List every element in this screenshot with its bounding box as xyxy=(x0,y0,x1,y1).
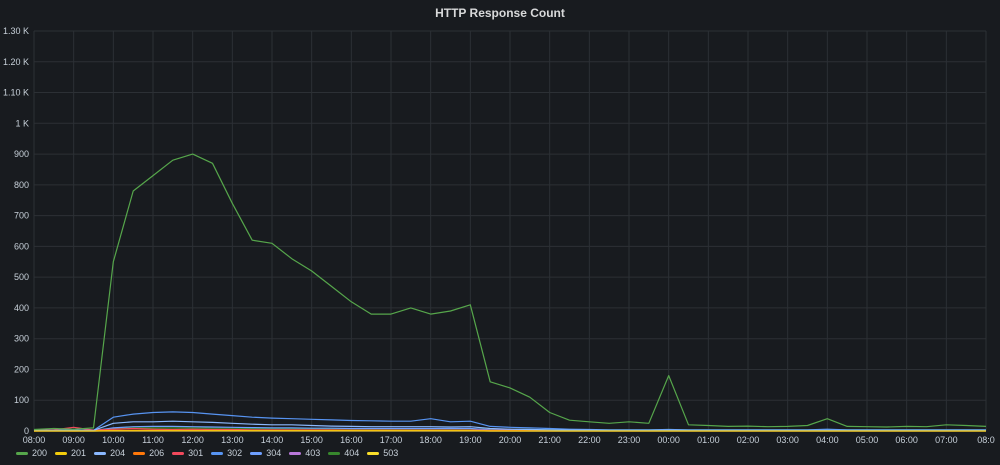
legend-label: 404 xyxy=(344,448,360,458)
legend-swatch xyxy=(328,451,341,455)
legend-label: 204 xyxy=(110,448,126,458)
y-tick-label: 1.10 K xyxy=(3,88,29,98)
x-tick-label: 07:00 xyxy=(935,435,958,445)
x-tick-label: 06:00 xyxy=(895,435,918,445)
legend-item-403[interactable]: 403 xyxy=(289,446,320,460)
legend-label: 200 xyxy=(32,448,48,458)
y-tick-label: 300 xyxy=(14,334,29,344)
x-tick-label: 12:00 xyxy=(181,435,204,445)
legend-label: 302 xyxy=(227,448,243,458)
y-tick-label: 1 K xyxy=(15,118,29,128)
y-tick-label: 600 xyxy=(14,241,29,251)
x-tick-label: 01:00 xyxy=(697,435,720,445)
legend-item-301[interactable]: 301 xyxy=(172,446,203,460)
legend-swatch xyxy=(133,451,146,455)
chart-plot[interactable]: 0 100 200 300 400 500 600 700 800 900 1 K 1.10 K 1.2… xyxy=(0,0,1000,445)
y-tick-label: 900 xyxy=(14,149,29,159)
x-tick-label: 21:00 xyxy=(538,435,561,445)
legend-swatch xyxy=(211,451,224,455)
legend-swatch xyxy=(94,451,107,455)
x-tick-label: 23:00 xyxy=(618,435,641,445)
x-tick-label: 10:00 xyxy=(102,435,125,445)
legend-label: 201 xyxy=(71,448,87,458)
legend-item-206[interactable]: 206 xyxy=(133,446,164,460)
x-tick-label: 18:00 xyxy=(419,435,442,445)
x-tick-label: 15:00 xyxy=(300,435,323,445)
legend-label: 206 xyxy=(149,448,165,458)
y-tick-label: 0 xyxy=(24,426,29,436)
x-tick-label: 03:00 xyxy=(776,435,799,445)
legend-swatch xyxy=(367,451,380,455)
y-tick-label: 400 xyxy=(14,303,29,313)
x-tick-label: 00:00 xyxy=(657,435,680,445)
x-tick-label: 11:00 xyxy=(142,435,164,445)
panel-title[interactable]: HTTP Response Count xyxy=(435,6,565,20)
x-tick-label: 08:0 xyxy=(977,435,995,445)
legend-item-200[interactable]: 200 xyxy=(16,446,47,460)
x-tick-label: 14:00 xyxy=(261,435,284,445)
legend-label: 301 xyxy=(188,448,204,458)
chart-legend: 200 201 204 206 301 302 304 403 404 503 xyxy=(16,446,406,460)
x-tick-label: 22:00 xyxy=(578,435,601,445)
y-tick-label: 500 xyxy=(14,272,29,282)
legend-label: 304 xyxy=(266,448,282,458)
x-tick-label: 16:00 xyxy=(340,435,363,445)
legend-item-503[interactable]: 503 xyxy=(367,446,398,460)
y-tick-label: 100 xyxy=(14,395,29,405)
x-tick-label: 20:00 xyxy=(499,435,522,445)
legend-swatch xyxy=(172,451,185,455)
legend-swatch xyxy=(250,451,263,455)
legend-swatch xyxy=(16,451,28,455)
y-tick-label: 700 xyxy=(14,211,29,221)
x-tick-label: 13:00 xyxy=(221,435,244,445)
x-tick-label: 19:00 xyxy=(459,435,482,445)
x-tick-label: 09:00 xyxy=(62,435,85,445)
x-tick-label: 05:00 xyxy=(856,435,879,445)
y-tick-label: 800 xyxy=(14,180,29,190)
y-tick-label: 1.20 K xyxy=(3,57,29,67)
legend-label: 403 xyxy=(305,448,321,458)
legend-swatch xyxy=(55,451,68,455)
x-tick-label: 02:00 xyxy=(737,435,760,445)
legend-label: 503 xyxy=(383,448,399,458)
legend-item-404[interactable]: 404 xyxy=(328,446,359,460)
y-tick-label: 200 xyxy=(14,364,29,374)
legend-item-204[interactable]: 204 xyxy=(94,446,125,460)
legend-item-304[interactable]: 304 xyxy=(250,446,281,460)
legend-swatch xyxy=(289,451,302,455)
series-line-200 xyxy=(33,153,987,431)
x-tick-label: 08:00 xyxy=(23,435,46,445)
legend-item-302[interactable]: 302 xyxy=(211,446,242,460)
x-tick-label: 04:00 xyxy=(816,435,839,445)
y-tick-label: 1.30 K xyxy=(3,26,29,36)
x-tick-label: 17:00 xyxy=(380,435,403,445)
legend-item-201[interactable]: 201 xyxy=(55,446,86,460)
series-line-302 xyxy=(34,411,986,431)
